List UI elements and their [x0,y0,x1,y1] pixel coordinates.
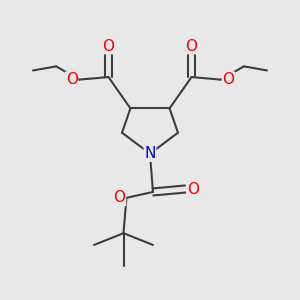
Text: N: N [144,146,156,161]
Text: O: O [222,72,234,87]
Text: O: O [187,182,199,196]
Text: O: O [185,39,197,54]
Text: O: O [103,39,115,54]
Text: O: O [114,190,126,205]
Text: O: O [66,72,78,87]
